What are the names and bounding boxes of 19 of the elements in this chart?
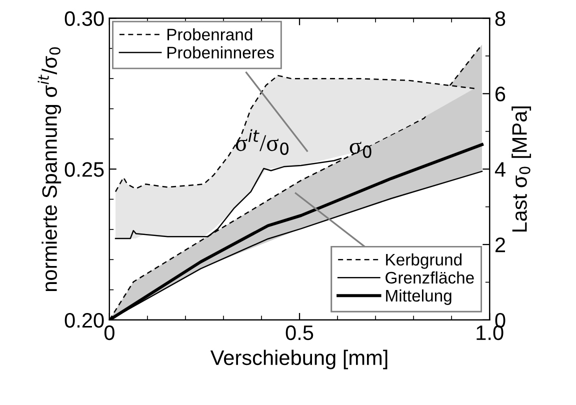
legend-label: Probenrand: [167, 28, 252, 40]
y2-tick-label: 4: [494, 162, 506, 177]
legend-label: Kerbgrund: [386, 253, 462, 269]
y2-tick-label: 8: [495, 11, 506, 26]
annotation: σ$_{0}$: [350, 142, 372, 158]
x-axis-title: Verschiebung [mm]: [210, 350, 388, 370]
y-axis-title: normierte Spannung σ$^{it}$/σ$_{0}$: [38, 47, 62, 292]
y2-tick-label: 2: [496, 238, 505, 252]
y-tick-label: 0.30: [64, 11, 104, 26]
legend-label: Probeninneres: [167, 46, 274, 59]
legend-label: Mittelung: [386, 289, 452, 305]
legend-label: Grenzfläche: [386, 271, 474, 284]
annotation: σ$^{it}$/σ$_{0}$: [236, 129, 288, 155]
x-tick-label: 0: [104, 325, 114, 340]
y-tick-label: 0.20: [64, 312, 104, 328]
y2-tick-label: 6: [496, 86, 506, 102]
y2-axis-title: Last σ$_{0}$ [MPa]: [512, 106, 532, 232]
x-tick-label: 0.5: [286, 325, 314, 340]
y-tick-label: 0.25: [64, 162, 104, 177]
